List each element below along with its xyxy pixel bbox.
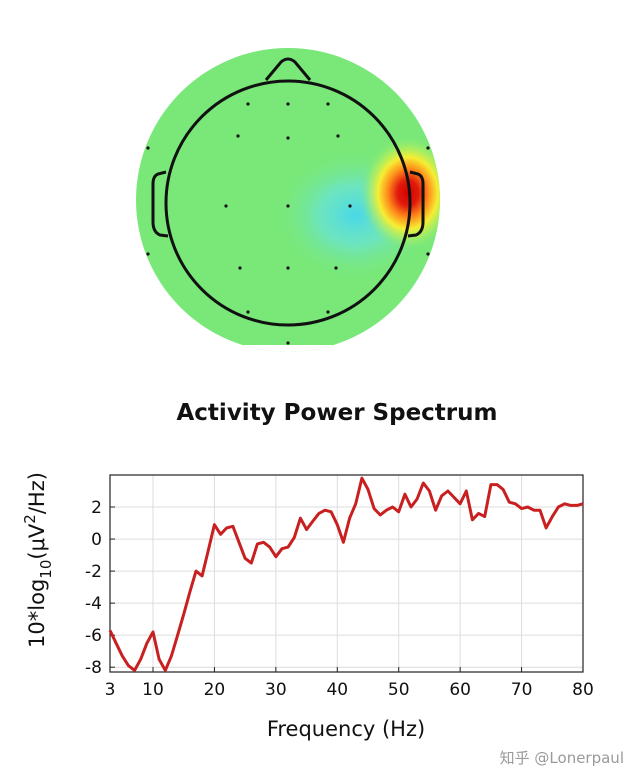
x-tick-label: 80 — [572, 680, 594, 700]
y-tick-label: -8 — [85, 658, 102, 678]
electrode-markers — [146, 102, 430, 345]
chart-grid — [109, 475, 584, 672]
y-tick-label: -6 — [85, 626, 102, 646]
right-ear-outline — [407, 170, 425, 238]
y-tick-label: -2 — [85, 562, 102, 582]
head-outline — [164, 79, 412, 327]
chart-title: Activity Power Spectrum — [177, 400, 498, 426]
x-axis-label: Frequency (Hz) — [267, 717, 425, 741]
x-tick-label: 3 — [105, 680, 116, 700]
power-spectrum-chart: Activity Power Spectrum 3 10 20 30 40 50 60 70 8… — [21, 400, 594, 741]
x-tick-label: 10 — [142, 680, 164, 700]
left-ear-outline — [151, 170, 169, 238]
x-tick-label: 50 — [388, 680, 410, 700]
y-tick-label: 0 — [91, 530, 102, 550]
y-tick-label: 2 — [91, 498, 102, 518]
x-tick-label: 30 — [265, 680, 287, 700]
x-tick-label: 20 — [204, 680, 226, 700]
watermark-text: 知乎 @Lonerpaul — [499, 749, 624, 767]
spectrum-series-line — [108, 476, 584, 672]
y-tick-label: -4 — [85, 594, 102, 614]
x-tick-label: 60 — [449, 680, 471, 700]
x-tick-label: 70 — [511, 680, 533, 700]
y-axis-label: 10*log10(μV2/Hz) — [21, 472, 55, 648]
plot-frame — [109, 474, 584, 673]
scalp-topography-map — [136, 48, 440, 352]
nose-outline — [264, 57, 312, 81]
x-tick-label: 40 — [326, 680, 348, 700]
